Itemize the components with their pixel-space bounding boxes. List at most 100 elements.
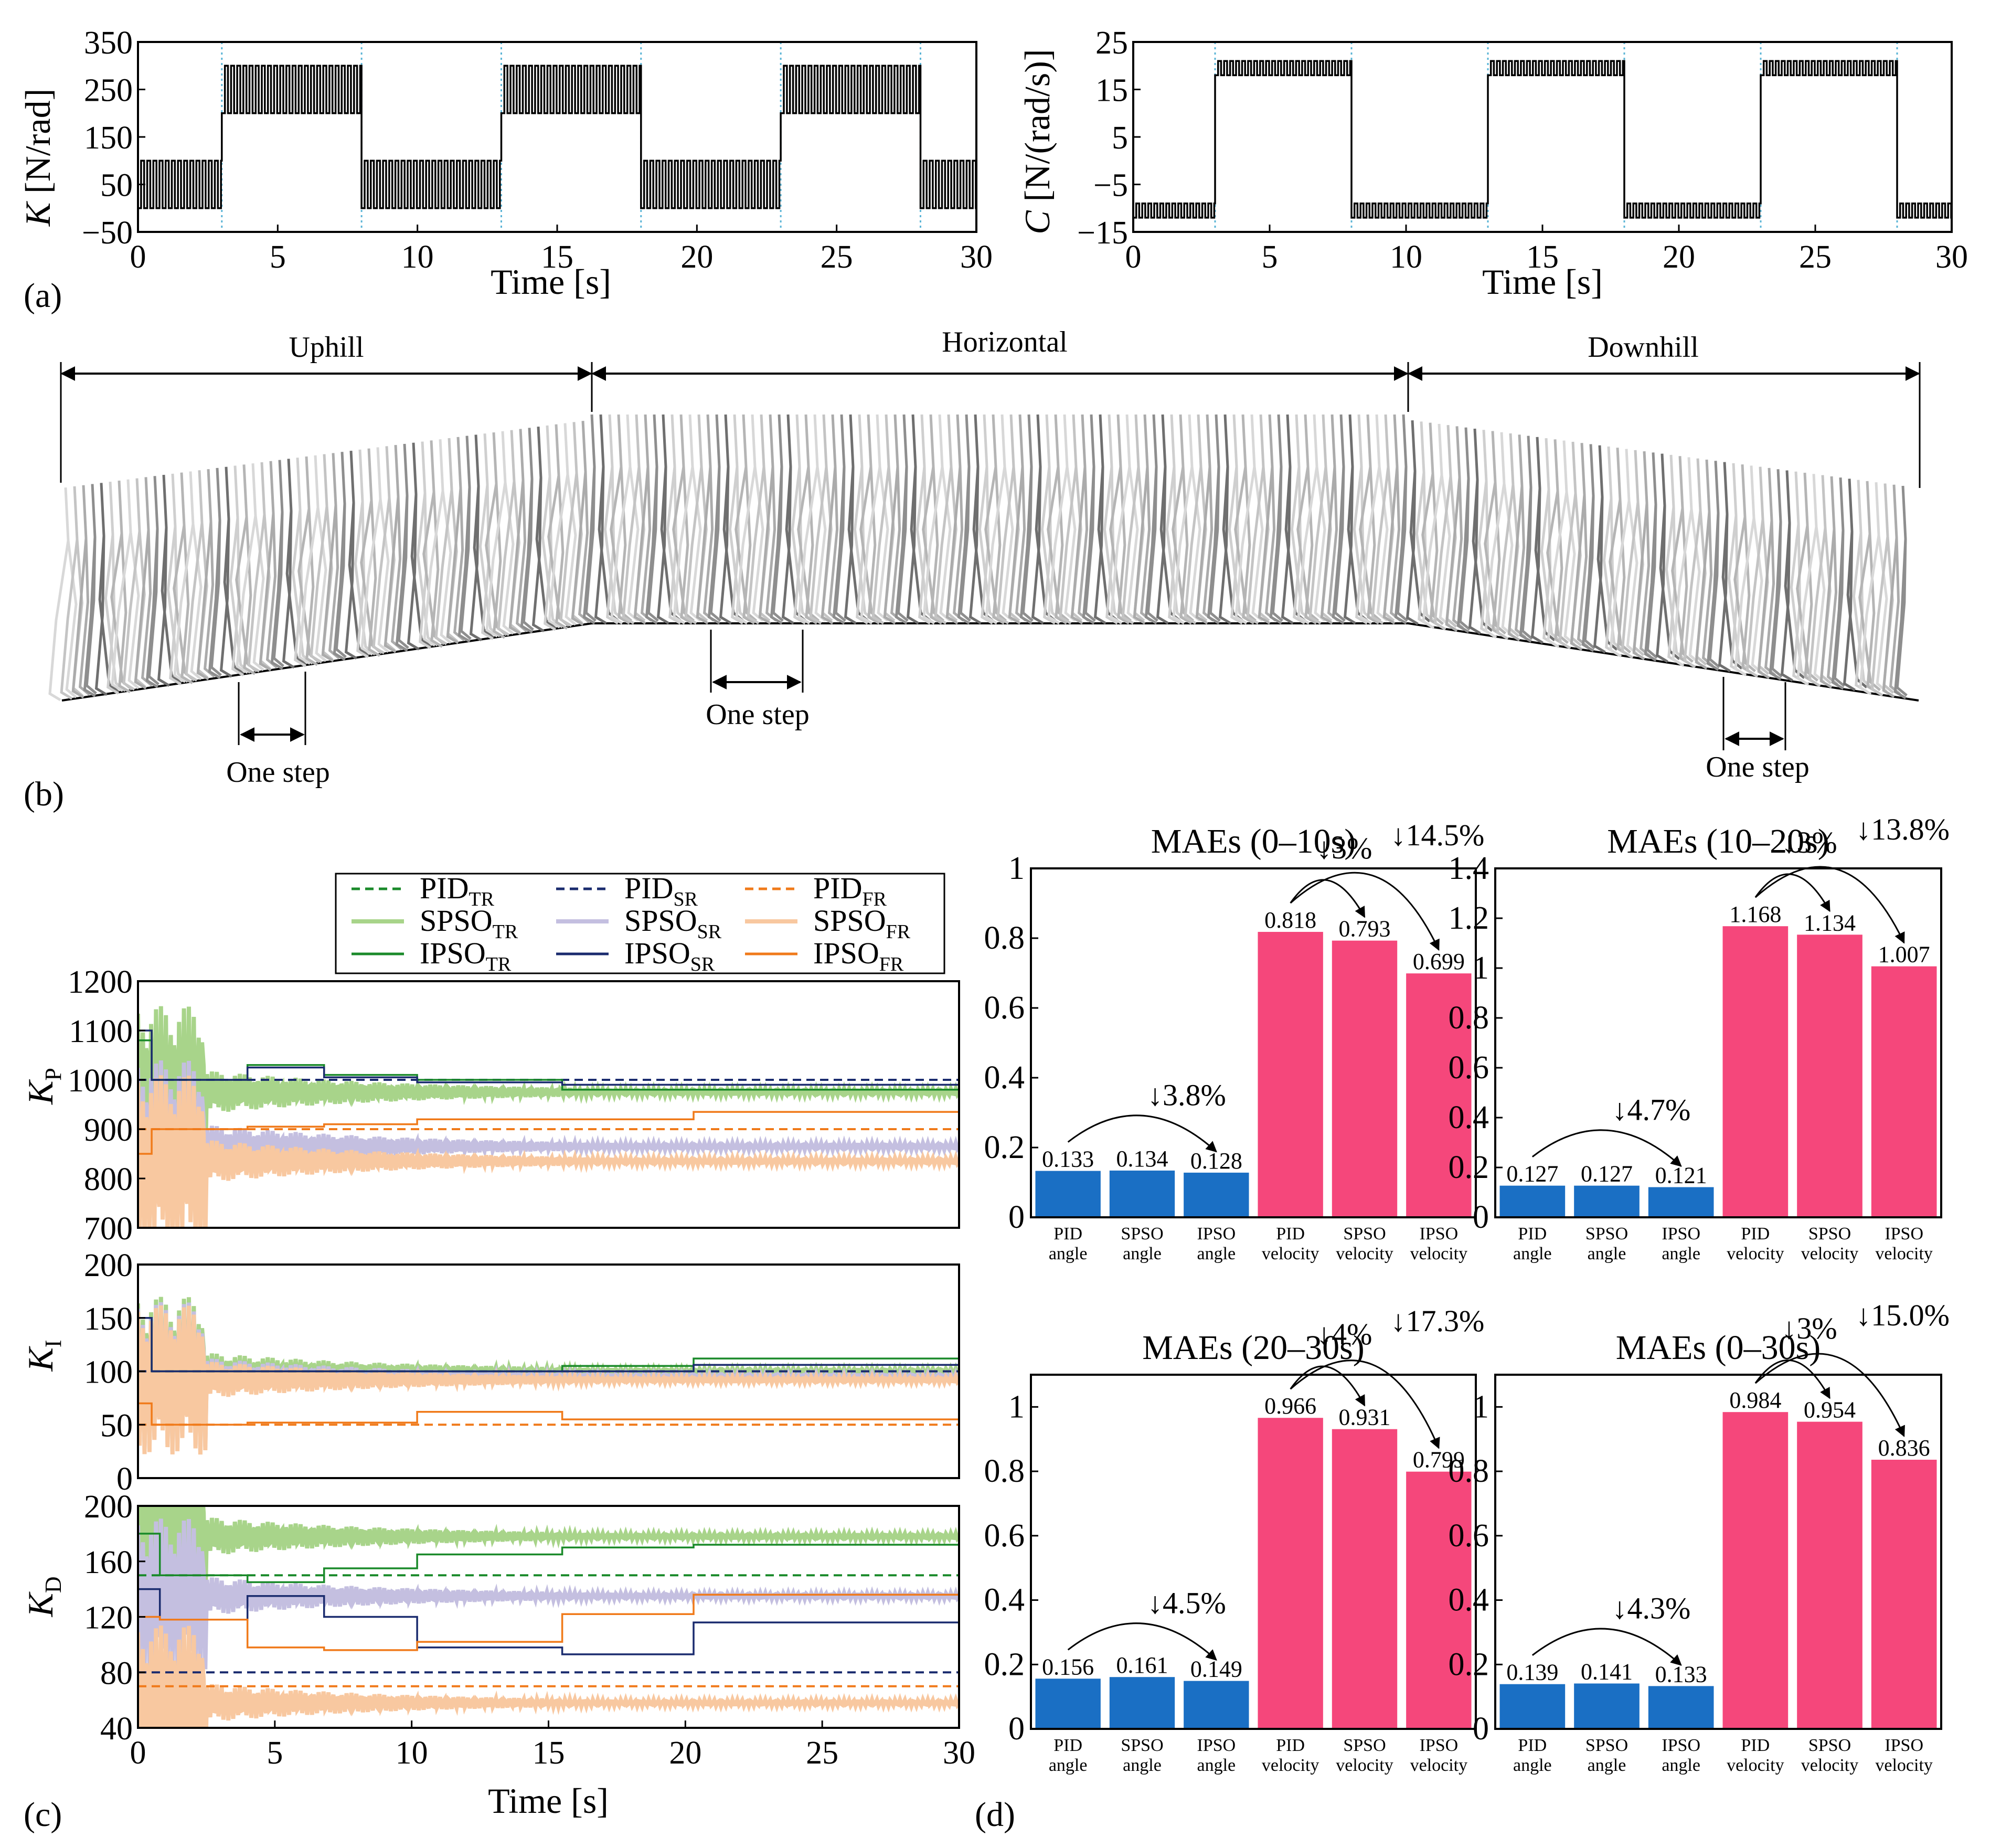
mae-ytick-label: 0.8 [1449,1453,1489,1489]
mae-bar [1109,1170,1175,1217]
gain-legend: PIDTR PIDSR PIDFR SPSOTR SPSOSR SPSOFR IPSOTR I… [352,871,911,975]
walker-leg [1396,414,1408,622]
mae-category-label: PID [1276,1736,1305,1755]
walker-leg [64,487,78,698]
mae-ytick-label: 0.6 [984,990,1025,1026]
mae-ytick-label: 0.8 [984,1453,1025,1489]
walker-leg [645,466,658,625]
walker-leg [1031,466,1044,625]
mae-category-label: SPSO [1343,1736,1386,1755]
walker-leg [1896,485,1908,697]
walker-leg [1093,466,1106,625]
walker-leg [1250,414,1264,622]
mae-bar [1332,940,1398,1217]
walker-stick-figures [48,414,1908,702]
mae-value-label: 0.836 [1878,1435,1930,1461]
mae-value-label: 0.127 [1506,1161,1558,1187]
mae-velocity-annotation-2: ↓14.5% [1390,818,1484,852]
walker-leg [793,466,806,625]
walker-leg [111,532,132,692]
mae-ytick-label: 0.2 [984,1647,1025,1682]
walker-leg [633,466,650,625]
walker-leg [372,497,391,655]
walker-leg [1893,538,1907,699]
panel-label-a: (a) [24,277,62,315]
mae-category-label: IPSO [1885,1736,1923,1755]
mae-chart-title: MAEs (0–10s) [1151,822,1356,861]
walker-leg [1695,512,1711,670]
c-ylabel: C [N/(rad/s)] [1017,49,1057,234]
walker-leg [497,481,516,636]
mae-bar [1871,1460,1937,1729]
walker-leg [1172,466,1194,625]
mae-category-label: velocity [1875,1756,1933,1775]
walker-leg [1296,414,1319,622]
walker-leg [78,485,91,696]
mae-ytick-label: 0 [1473,1711,1489,1747]
walker-leg [1172,414,1195,622]
mae-value-label: 1.134 [1804,910,1856,936]
mae-ytick-label: 1.2 [1449,900,1489,936]
mae-ytick-label: 0.2 [984,1130,1025,1165]
walker-leg [333,504,346,661]
walker-leg [85,484,97,695]
walker-leg [1655,505,1668,663]
mae-category-label: angle [1513,1756,1552,1775]
walker-leg [1000,414,1014,622]
mae-angle-arrow [1531,1628,1682,1666]
mae-category-label: velocity [1801,1244,1859,1263]
walker-leg [1609,501,1631,657]
gain-ytick-label: 50 [100,1408,133,1443]
mae-ytick-label: 0.4 [984,1060,1025,1096]
walker-leg [610,466,632,625]
mae-value-label: 0.699 [1413,949,1465,974]
walker-leg [485,482,507,638]
walker-leg [384,496,400,653]
mae-velocity-annotation-2: ↓15.0% [1856,1298,1950,1332]
walker-leg [571,472,587,626]
walker-leg [1496,484,1515,640]
gain-ytick-label: 100 [84,1355,133,1390]
mae-category-label: velocity [1262,1244,1319,1263]
segment-label-uphill: Uphill [289,331,364,364]
walker-leg [918,466,931,625]
mae-angle-annotation: ↓3.8% [1147,1078,1226,1112]
walker-leg [1547,492,1568,649]
mae-ytick-label: 0 [1473,1199,1489,1235]
walker-leg [210,468,222,676]
mae-value-label: 0.127 [1581,1161,1633,1187]
walker-leg [813,414,827,622]
c-ticks: 0 5 10 15 20 25 30 25 15 5 −5 −15 [1077,25,1968,275]
k-ytick-label: 50 [100,168,133,204]
walker-leg [859,414,882,622]
walker-leg [860,466,881,625]
walker-leg [985,466,1006,625]
mae-bar [1184,1172,1249,1217]
k-ylabel: K [N/rad] [18,89,58,227]
walker-leg [856,466,869,625]
walker-leg [1882,537,1898,698]
walker-leg [535,427,557,630]
panel-a-k-chart: 0 5 10 15 20 25 30 350 250 150 50 −50 K [N/rad] Tim… [18,25,993,302]
walker-leg [1764,468,1776,676]
walker-leg [1859,535,1880,695]
walker-leg [185,523,204,682]
mae-category-label: SPSO [1808,1736,1851,1755]
walker-leg [1750,465,1763,674]
gain-ytick-label: 0 [116,1461,133,1497]
k-ytick-label: −50 [82,215,133,251]
k-ticks: 0 5 10 15 20 25 30 350 250 150 50 −50 [82,25,993,275]
gain-xtick-label: 25 [806,1735,838,1771]
walker-leg [522,428,534,631]
walker-leg [453,437,465,642]
k-xtick-label: 25 [821,239,853,275]
walker-leg [72,486,84,697]
walker-leg [1672,509,1693,667]
mae-velocity-annotation-1: ↓3% [1781,1311,1837,1345]
mae-bar [1035,1679,1101,1729]
walker-leg [1084,414,1096,622]
walker-leg [423,491,444,647]
walker-leg [298,507,320,665]
walker-leg [1870,536,1889,697]
segment-label-downhill: Downhill [1588,331,1699,364]
